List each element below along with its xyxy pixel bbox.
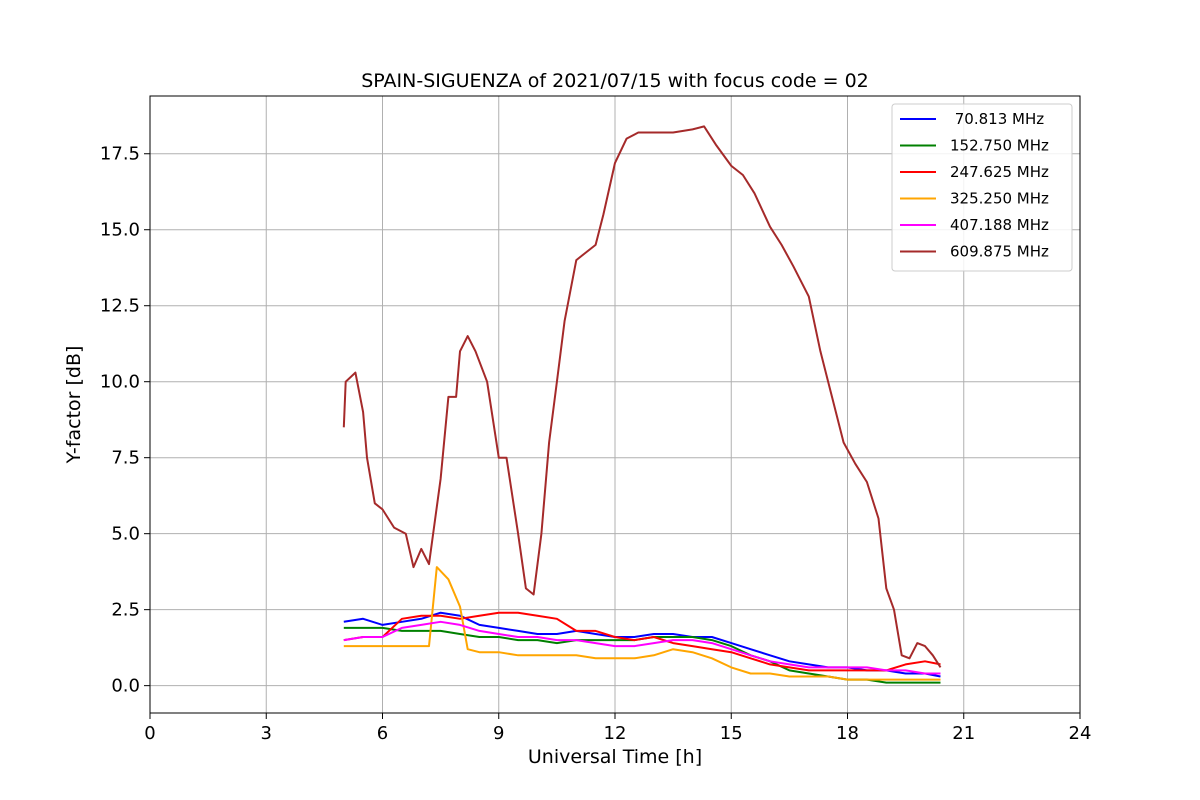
- y-axis-label: Y-factor [dB]: [63, 346, 85, 465]
- x-axis-label: Universal Time [h]: [528, 746, 702, 768]
- legend-entry: 407.188 MHz: [950, 216, 1049, 234]
- series-line-2: [343, 611, 941, 672]
- y-tick-label: 15.0: [100, 220, 140, 241]
- series-lines: [342, 125, 942, 684]
- x-tick-label: 3: [261, 723, 272, 744]
- x-tick-label: 21: [952, 723, 975, 744]
- legend-entry: 70.813 MHz: [950, 110, 1044, 128]
- legend-entry: 247.625 MHz: [950, 163, 1049, 181]
- y-tick-label: 10.0: [100, 372, 140, 393]
- y-tick-label: 12.5: [100, 296, 140, 317]
- x-tick-label: 6: [377, 723, 388, 744]
- y-tick-label: 5.0: [111, 524, 140, 545]
- series-line-4: [343, 620, 941, 675]
- legend-entry: 152.750 MHz: [950, 137, 1049, 155]
- x-tick-label: 0: [144, 723, 155, 744]
- series-line-5: [342, 125, 942, 668]
- axis-ticks: 0 3 6 9 12 15 18 21 24 0.0 2.5 5.0 7.5 10.0 12.5 15.0 17…: [100, 144, 1092, 744]
- legend: 70.813 MHz 152.750 MHz 247.625 MHz 325.250 …: [891, 103, 1073, 272]
- chart-title: SPAIN-SIGUENZA of 2021/07/15 with focus …: [361, 70, 869, 92]
- legend-box: [891, 103, 1073, 272]
- y-tick-label: 0.0: [111, 676, 140, 697]
- x-tick-label: 9: [493, 723, 504, 744]
- x-tick-label: 18: [836, 723, 859, 744]
- y-tick-label: 7.5: [111, 448, 140, 469]
- series-line-3: [343, 566, 941, 681]
- legend-entry: 609.875 MHz: [950, 243, 1049, 261]
- y-tick-label: 17.5: [100, 144, 140, 165]
- x-tick-label: 15: [720, 723, 743, 744]
- x-tick-label: 12: [604, 723, 627, 744]
- y-tick-label: 2.5: [111, 600, 140, 621]
- x-tick-label: 24: [1069, 723, 1092, 744]
- legend-entry: 325.250 MHz: [950, 190, 1049, 208]
